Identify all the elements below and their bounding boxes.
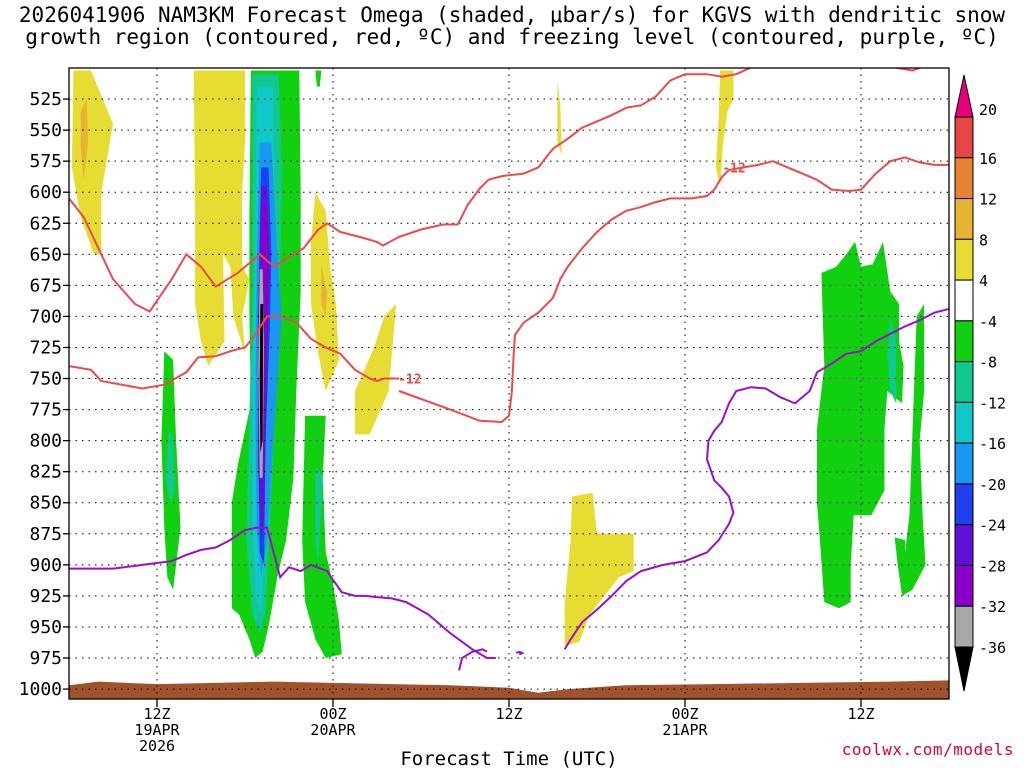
y-tick-label: 800 <box>29 431 62 452</box>
x-tick-label: 00Z <box>671 705 698 723</box>
y-tick-label: 950 <box>29 617 62 638</box>
colorbar-label: -24 <box>979 517 1006 535</box>
colorbar-label: -4 <box>979 313 997 331</box>
freezing-level-contour <box>458 648 488 671</box>
y-tick-label: 925 <box>29 586 62 607</box>
colorbar-label: -12 <box>979 394 1006 412</box>
colorbar-segment <box>954 564 974 607</box>
y-tick-label: 850 <box>29 493 62 514</box>
y-tick-label: 575 <box>29 151 62 172</box>
x-tick-label: 21APR <box>662 721 708 739</box>
colorbar-label: 8 <box>979 231 988 249</box>
y-tick-label: 750 <box>29 369 62 390</box>
x-tick-label: 2026 <box>139 737 175 755</box>
y-tick-label: 550 <box>29 120 62 141</box>
freezing-level-contour <box>69 526 496 659</box>
colorbar-segment <box>954 198 974 240</box>
colorbar-label: -36 <box>979 639 1006 657</box>
y-tick-label: 525 <box>29 89 62 110</box>
colorbar-label: 16 <box>979 150 997 168</box>
omega-region <box>817 241 904 609</box>
colorbar-segment <box>954 238 974 281</box>
omega-region <box>557 80 562 155</box>
freezing-level-contours <box>69 308 949 671</box>
colorbar-segment <box>954 157 974 200</box>
colorbar-label: -16 <box>979 435 1006 453</box>
x-tick-label: 12Z <box>495 705 522 723</box>
y-tick-label: 700 <box>29 306 62 327</box>
y-tick-label: 600 <box>29 182 62 203</box>
chart-title-line-1: 2026041906 NAM3KM Forecast Omega (shaded… <box>18 3 1006 27</box>
colorbar-segment <box>954 442 974 485</box>
x-tick-label: 00Z <box>319 705 346 723</box>
colorbar-segment <box>954 401 974 444</box>
colorbar: 20 16 12 8 4 -4 -8 -12 -16 -20 -24 -28 -32 -36 <box>954 74 1006 692</box>
y-tick-label: 725 <box>29 337 62 358</box>
dgz-contour-label: -12 <box>398 373 421 388</box>
colorbar-label: 20 <box>979 101 997 119</box>
omega-region <box>315 70 322 87</box>
colorbar-segment <box>954 605 974 648</box>
freezing-level-contour <box>563 308 949 650</box>
contour-labels: -12 -12 <box>398 161 746 387</box>
colorbar-label: -20 <box>979 476 1006 494</box>
omega-region <box>302 415 342 658</box>
gridlines <box>69 68 949 699</box>
omega-region <box>259 304 264 454</box>
colorbar-top-arrow <box>954 74 974 118</box>
y-tick-label: 825 <box>29 462 62 483</box>
x-tick-label: 12Z <box>847 705 874 723</box>
y-tick-label: 650 <box>29 244 62 265</box>
y-tick-label: 625 <box>29 213 62 234</box>
y-axis: 525 550 575 600 625 650 675 700 725 750 775 800 825 8… <box>19 89 69 700</box>
omega-region <box>193 70 250 367</box>
colorbar-segment <box>954 361 974 403</box>
omega-shading <box>71 70 926 658</box>
omega-region <box>564 492 634 646</box>
omega-region <box>894 537 905 565</box>
omega-region <box>71 70 113 255</box>
omega-region <box>315 465 323 565</box>
dgz-contour-label: -12 <box>722 161 745 176</box>
omega-region <box>80 99 89 180</box>
colorbar-label: 12 <box>979 191 997 209</box>
colorbar-segment <box>954 524 974 566</box>
dgz-contour <box>398 156 949 424</box>
omega-region <box>165 428 175 503</box>
x-tick-label: 19APR <box>134 721 180 739</box>
colorbar-label: 4 <box>979 272 988 290</box>
omega-region <box>887 316 897 404</box>
colorbar-segment <box>954 320 974 363</box>
omega-region <box>355 304 397 435</box>
terrain-band <box>69 680 949 699</box>
colorbar-segment <box>954 483 974 526</box>
terrain-band-fill <box>69 680 949 699</box>
x-tick-label: 20APR <box>310 721 356 739</box>
dgz-contour <box>69 68 923 313</box>
dgz-contour <box>69 315 397 390</box>
colorbar-bottom-arrow <box>954 646 974 692</box>
colorbar-label: -28 <box>979 558 1006 576</box>
chart-title-line-2: growth region (contoured, red, ºC) and f… <box>25 25 999 49</box>
credit-link[interactable]: coolwx.com/models <box>841 740 1014 759</box>
y-tick-label: 1000 <box>19 679 62 700</box>
y-tick-label: 900 <box>29 555 62 576</box>
x-axis-label: Forecast Time (UTC) <box>400 748 617 768</box>
dendritic-growth-contours <box>69 68 949 424</box>
y-tick-label: 775 <box>29 400 62 421</box>
colorbar-segment <box>954 116 974 159</box>
colorbar-label: -8 <box>979 354 997 372</box>
y-tick-label: 975 <box>29 648 62 669</box>
omega-region <box>321 266 328 317</box>
colorbar-label: -32 <box>979 598 1006 616</box>
x-tick-label: 12Z <box>143 705 170 723</box>
colorbar-segment <box>954 279 974 322</box>
omega-region <box>897 304 926 596</box>
freezing-level-contour <box>515 650 525 656</box>
y-tick-label: 675 <box>29 275 62 296</box>
y-tick-label: 875 <box>29 524 62 545</box>
